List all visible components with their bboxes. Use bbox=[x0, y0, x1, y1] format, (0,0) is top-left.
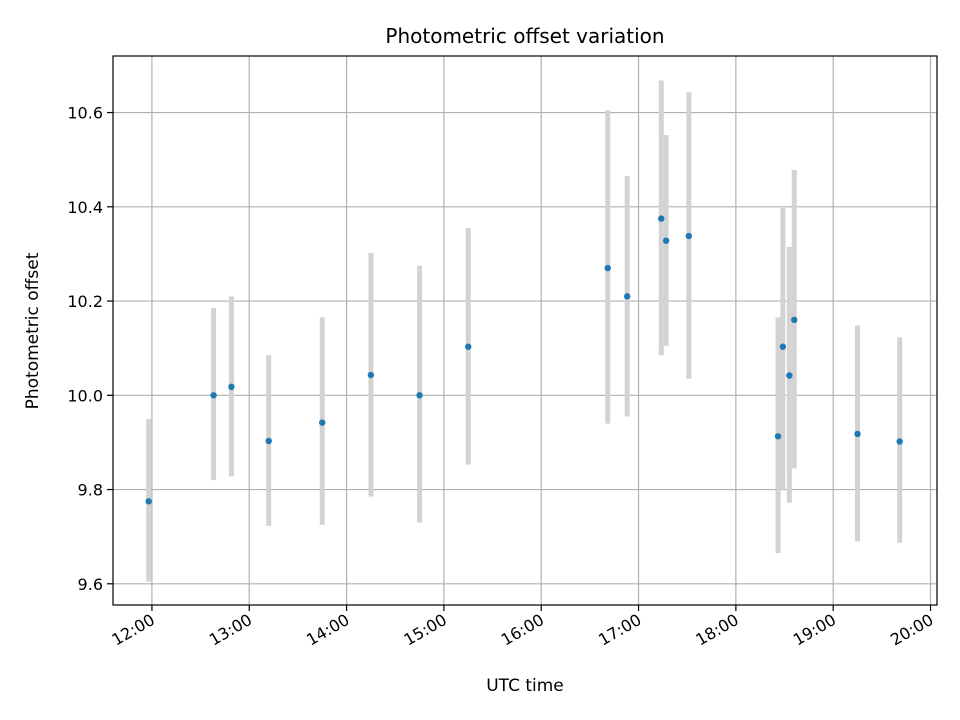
x-tick-label-2: 14:00 bbox=[303, 610, 352, 650]
x-tick-label-8: 20:00 bbox=[887, 610, 936, 650]
y-tick-label-3: 10.2 bbox=[67, 292, 103, 311]
x-tick-label-3: 15:00 bbox=[400, 610, 449, 650]
chart-title: Photometric offset variation bbox=[385, 24, 664, 48]
y-tick-label-1: 9.8 bbox=[78, 481, 103, 500]
x-tick-label-4: 16:00 bbox=[498, 610, 547, 650]
x-tick-label-6: 18:00 bbox=[692, 610, 741, 650]
data-point-10 bbox=[658, 215, 665, 222]
y-tick-label-0: 9.6 bbox=[78, 575, 103, 594]
data-point-14 bbox=[779, 343, 787, 350]
data-point-4 bbox=[319, 419, 326, 426]
x-axis-label: UTC time bbox=[486, 676, 564, 696]
data-point-1 bbox=[210, 392, 217, 399]
x-tick-label-1: 13:00 bbox=[206, 610, 255, 650]
data-point-2 bbox=[228, 383, 235, 391]
x-tick-label-0: 12:00 bbox=[108, 610, 157, 650]
data-point-17 bbox=[854, 430, 861, 438]
y-axis-label: Photometric offset bbox=[23, 252, 43, 409]
data-point-7 bbox=[465, 343, 472, 350]
x-tick-label-5: 17:00 bbox=[595, 610, 644, 650]
y-tick-label-4: 10.4 bbox=[67, 198, 103, 217]
data-points bbox=[145, 215, 903, 505]
y-tick-label-5: 10.6 bbox=[67, 104, 103, 123]
x-axis-ticks: 12:00 13:00 14:00 15:00 16:00 17:00 18:00 19:00… bbox=[108, 605, 937, 650]
data-point-8 bbox=[604, 264, 611, 272]
data-point-3 bbox=[265, 437, 272, 445]
data-point-9 bbox=[623, 293, 631, 300]
data-point-12 bbox=[685, 232, 693, 240]
x-tick-label-7: 19:00 bbox=[790, 610, 839, 650]
y-axis-ticks: 9.6 9.8 10.0 10.2 10.4 10.6 bbox=[67, 104, 113, 594]
data-point-18 bbox=[896, 438, 903, 445]
error-bars bbox=[146, 80, 903, 582]
data-point-6 bbox=[416, 392, 423, 399]
data-point-5 bbox=[367, 371, 375, 379]
data-point-0 bbox=[145, 498, 152, 505]
y-tick-label-2: 10.0 bbox=[67, 386, 103, 405]
plot-frame bbox=[112, 55, 938, 606]
data-point-11 bbox=[662, 237, 670, 244]
data-point-15 bbox=[786, 372, 793, 379]
data-point-13 bbox=[774, 433, 782, 440]
data-point-16 bbox=[791, 316, 798, 324]
grid-lines bbox=[113, 56, 937, 605]
